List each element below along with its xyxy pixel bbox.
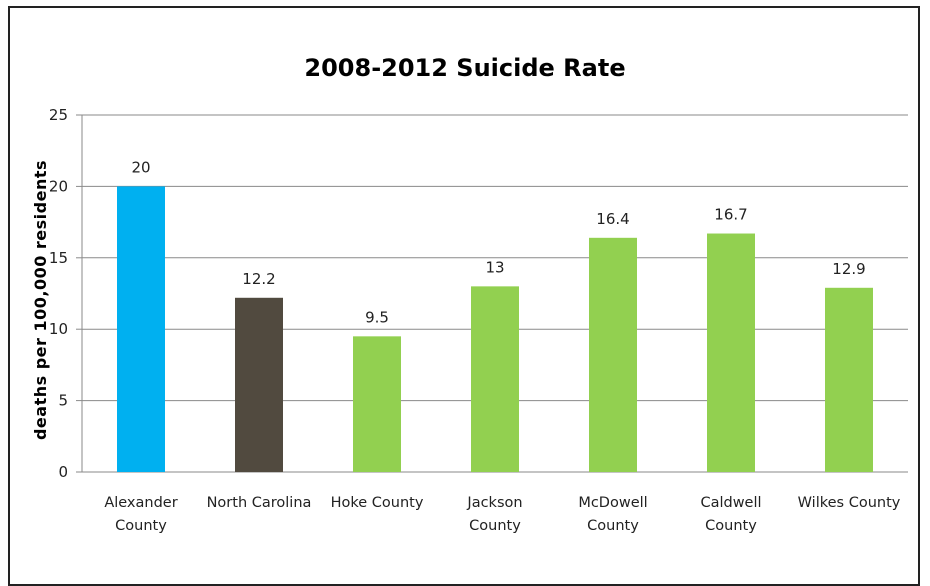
y-tick-label-4: 20 [49,177,68,195]
x-tick-label-5: Caldwell County [700,495,761,534]
chart-title: 2008-2012 Suicide Rate [304,54,625,82]
bar-0 [117,186,165,472]
x-tick-label-1: North Carolina [207,495,312,511]
bar-chart: 2008-2012 Suicide Rate deaths per 100,00… [31,54,908,534]
bar-3 [471,286,519,472]
x-tick-label-0: Alexander County [104,495,177,534]
bar-6 [825,287,873,472]
y-tick-label-3: 15 [49,249,68,267]
data-label-1: 12.2 [242,270,275,288]
y-tick-label-2: 10 [49,320,68,338]
bar-1 [235,297,283,472]
data-label-6: 12.9 [832,260,865,278]
y-axis-label: deaths per 100,000 residents [31,160,50,440]
y-tick-label-0: 0 [58,463,68,481]
x-tick-label-2: Hoke County [331,495,424,511]
x-tick-label-4: McDowell County [578,495,647,534]
x-tick-label-3: Jackson County [466,495,522,534]
bar-5 [707,233,755,472]
data-label-2: 9.5 [365,308,389,326]
data-label-0: 20 [131,158,150,176]
x-tick-label-6: Wilkes County [798,495,901,511]
data-label-4: 16.4 [596,210,629,228]
y-tick-label-5: 25 [49,106,68,124]
bar-2 [353,336,401,472]
data-label-5: 16.7 [714,206,747,224]
bar-4 [589,237,637,472]
data-label-3: 13 [485,258,504,276]
y-tick-label-1: 5 [58,392,68,410]
